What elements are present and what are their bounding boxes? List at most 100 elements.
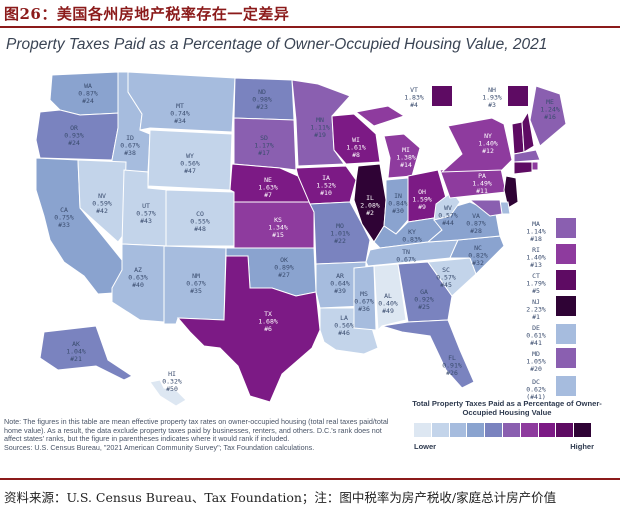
- state-label-dc-rank: (#41): [526, 393, 546, 401]
- legend-title: Total Property Taxes Paid as a Percentag…: [412, 399, 602, 417]
- state-label-ga-rank: #25: [418, 303, 430, 311]
- state-label-mt-abbr: MT: [176, 102, 184, 110]
- state-label-mn-rate: 1.11%: [310, 124, 330, 132]
- state-mo: [309, 201, 371, 265]
- state-label-ak-abbr: AK: [72, 340, 80, 348]
- state-label-nv-rank: #42: [96, 207, 108, 215]
- state-label-ct-rate: 1.79%: [526, 280, 546, 288]
- state-label-nm-rank: #35: [190, 287, 202, 295]
- state-label-de-abbr: DE: [532, 324, 540, 332]
- callout-swatch-ma: [556, 218, 576, 238]
- state-label-in-rank: #30: [392, 207, 404, 215]
- state-label-nd-abbr: ND: [258, 88, 266, 96]
- state-label-mn-rank: #19: [314, 131, 326, 139]
- state-label-ms-abbr: MS: [360, 290, 368, 298]
- state-label-ok-rate: 0.89%: [274, 264, 294, 272]
- state-label-sd-abbr: SD: [260, 134, 268, 142]
- state-label-nh-rate: 1.93%: [482, 94, 502, 102]
- state-label-ok-rank: #27: [278, 271, 290, 279]
- state-label-ks-rate: 1.34%: [268, 224, 288, 232]
- state-label-md-abbr: MD: [532, 350, 540, 358]
- state-label-va-rank: #28: [470, 227, 482, 235]
- figure-header: 图26：美国各州房地产税率存在一定差异: [0, 0, 620, 28]
- state-label-ca-rank: #33: [58, 221, 70, 229]
- legend-swatch-5: [485, 423, 503, 437]
- legend-swatch-8: [538, 423, 557, 437]
- state-label-md-rate: 1.05%: [526, 358, 546, 366]
- state-label-nm-abbr: NM: [192, 272, 200, 280]
- state-label-ma-rate: 1.14%: [526, 228, 546, 236]
- us-choropleth-map: WA0.87%#24OR0.93%#24CA0.75%#33ID0.67%#38…: [35, 71, 576, 407]
- legend-swatch-4: [467, 423, 486, 437]
- state-nh: [521, 110, 535, 153]
- state-label-ks-rank: #15: [272, 231, 284, 239]
- callout-swatch-nj: [556, 296, 576, 316]
- legend-swatch-10: [574, 423, 592, 437]
- state-label-ia-abbr: IA: [322, 174, 330, 182]
- state-label-nj-abbr: NJ: [532, 298, 540, 306]
- map-panel: Property Taxes Paid as a Percentage of O…: [0, 30, 602, 470]
- state-label-wv-rank: #44: [442, 219, 454, 227]
- figure-title: 图26：美国各州房地产税率存在一定差异: [4, 5, 290, 23]
- state-nj: [503, 175, 519, 209]
- state-label-co-abbr: CO: [196, 210, 204, 218]
- state-label-la-abbr: LA: [340, 314, 348, 322]
- state-wi: [331, 113, 381, 165]
- state-label-az-abbr: AZ: [134, 266, 142, 274]
- map-title: Property Taxes Paid as a Percentage of O…: [6, 36, 548, 53]
- callout-swatch-vt: [432, 86, 452, 106]
- state-label-tx-abbr: TX: [264, 310, 272, 318]
- state-label-al-rank: #49: [382, 307, 394, 315]
- legend-swatch-7: [520, 423, 539, 437]
- state-label-vt-abbr: VT: [410, 86, 418, 94]
- state-label-mn-abbr: MN: [316, 116, 324, 124]
- state-label-al-rate: 0.40%: [378, 300, 398, 308]
- map-note: Note: The figures in this table are mean…: [4, 417, 399, 452]
- state-label-tn-rate: 0.67%: [396, 256, 416, 264]
- state-label-sc-rate: 0.57%: [436, 274, 456, 282]
- legend-swatch-6: [502, 423, 521, 437]
- state-label-tx-rank: #6: [264, 325, 272, 333]
- state-label-dc-rate: 0.62%: [526, 386, 546, 394]
- state-label-ri-rate: 1.40%: [526, 254, 546, 262]
- legend-lower-label: Lower: [414, 442, 437, 451]
- state-al: [373, 263, 407, 332]
- state-label-id-rank: #38: [124, 149, 136, 157]
- state-ak: [39, 325, 133, 381]
- state-label-oh-rate: 1.59%: [412, 196, 432, 204]
- state-label-wy-abbr: WY: [186, 152, 194, 160]
- state-label-mo-abbr: MO: [336, 222, 344, 230]
- state-label-wa-rank: #24: [82, 97, 94, 105]
- state-label-me-rank: #16: [544, 113, 556, 121]
- state-label-pa-rate: 1.49%: [472, 180, 492, 188]
- state-ri: [531, 161, 539, 171]
- state-label-sc-rank: #45: [440, 281, 452, 289]
- state-label-or-rank: #24: [68, 139, 80, 147]
- state-label-nd-rank: #23: [256, 103, 268, 111]
- state-label-sd-rank: #17: [258, 149, 270, 157]
- state-label-mi-abbr: MI: [402, 146, 410, 154]
- state-label-nv-rate: 0.59%: [92, 200, 112, 208]
- state-label-ne-abbr: NE: [264, 176, 272, 184]
- state-fl: [381, 319, 475, 389]
- state-label-az-rank: #40: [132, 281, 144, 289]
- state-label-nc-rate: 0.82%: [468, 252, 488, 260]
- state-md: [468, 199, 503, 217]
- state-label-va-rate: 0.87%: [466, 220, 486, 228]
- state-ma: [513, 149, 541, 163]
- state-label-ky-rate: 0.83%: [402, 236, 422, 244]
- state-label-pa-rank: #11: [476, 187, 488, 195]
- state-label-co-rank: #48: [194, 225, 206, 233]
- state-label-ny-abbr: NY: [484, 132, 492, 140]
- state-label-ga-abbr: GA: [420, 288, 428, 296]
- figure-source: 资料来源：U.S. Census Bureau、Tax Foundation；注…: [0, 478, 620, 514]
- state-label-wa-rate: 0.87%: [78, 90, 98, 98]
- state-label-va-abbr: VA: [472, 212, 480, 220]
- state-label-me-rate: 1.24%: [540, 106, 560, 114]
- state-label-az-rate: 0.63%: [128, 274, 148, 282]
- state-label-mo-rank: #22: [334, 237, 346, 245]
- state-label-de-rank: #41: [530, 339, 542, 347]
- state-ct: [513, 161, 533, 175]
- callout-swatch-de: [556, 324, 576, 344]
- sources-text: Sources: U.S. Census Bureau, "2021 Ameri…: [4, 442, 315, 452]
